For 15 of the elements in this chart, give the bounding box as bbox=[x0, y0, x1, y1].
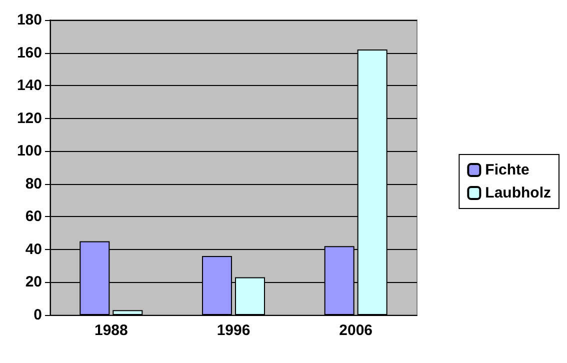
y-tick-label: 40 bbox=[25, 240, 42, 258]
y-tick-label: 140 bbox=[16, 77, 42, 94]
x-tick-label: 2006 bbox=[339, 322, 373, 339]
x-tick-label: 1996 bbox=[216, 322, 250, 339]
y-tick-label: 20 bbox=[25, 274, 42, 291]
y-tick-label: 0 bbox=[34, 306, 42, 324]
y-tick-label: 100 bbox=[16, 142, 42, 160]
x-tick-label: 1988 bbox=[94, 322, 128, 339]
y-tick-label: 180 bbox=[16, 12, 42, 28]
legend-label: Fichte bbox=[485, 162, 530, 178]
y-tick-label: 60 bbox=[25, 208, 42, 226]
y-tick-label: 160 bbox=[16, 44, 42, 62]
y-tick-label: 80 bbox=[25, 175, 42, 192]
y-tick-label: 120 bbox=[16, 110, 42, 127]
legend-label: Laubholz bbox=[485, 184, 552, 202]
